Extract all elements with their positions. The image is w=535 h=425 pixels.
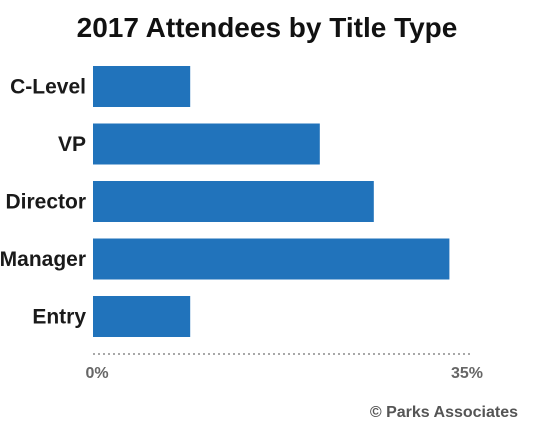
source-credit: © Parks Associates bbox=[370, 404, 518, 421]
category-label-vp: VP bbox=[58, 133, 86, 156]
bar-entry bbox=[93, 296, 191, 337]
bar-vp bbox=[93, 123, 320, 165]
bar-c-level bbox=[93, 66, 191, 107]
category-labels: C-Level VP Director Manager Entry bbox=[0, 76, 86, 329]
x-tick-label-max: 35% bbox=[451, 365, 483, 382]
category-label-entry: Entry bbox=[32, 306, 86, 329]
bars-group bbox=[93, 66, 450, 337]
bar-director bbox=[93, 181, 374, 222]
category-label-c-level: C-Level bbox=[10, 76, 86, 99]
category-label-manager: Manager bbox=[0, 248, 86, 271]
category-label-director: Director bbox=[5, 191, 86, 214]
x-tick-label-min: 0% bbox=[85, 365, 108, 382]
chart-title: 2017 Attendees by Title Type bbox=[77, 12, 458, 43]
bar-manager bbox=[93, 238, 450, 280]
